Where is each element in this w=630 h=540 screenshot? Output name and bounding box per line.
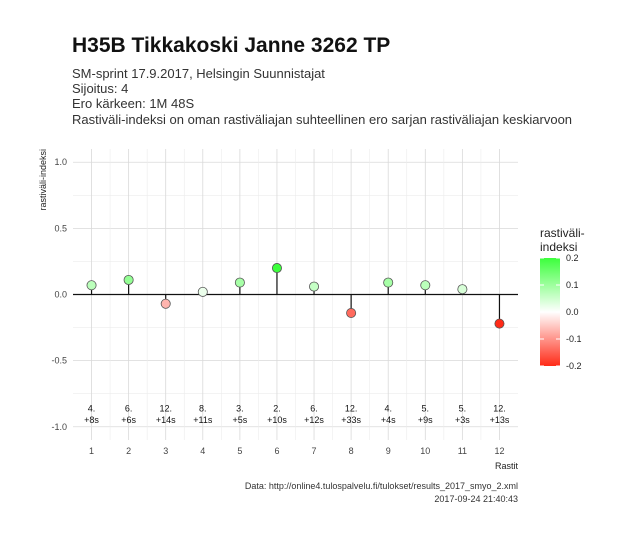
- x-tick-label: 5: [237, 446, 242, 456]
- legend-title-line-2: indeksi: [540, 240, 578, 254]
- x-tick-label: 6: [274, 446, 279, 456]
- y-tick-label: 0.5: [54, 223, 67, 233]
- data-point: [123, 274, 134, 285]
- data-point: [309, 281, 320, 292]
- x-tick-label: 9: [386, 446, 391, 456]
- x-tick-label: 10: [420, 446, 430, 456]
- x-tick-label: 3: [163, 446, 168, 456]
- data-point: [457, 284, 468, 295]
- legend-title-line-1: rastiväli-: [540, 226, 585, 240]
- control-timeloss-label: +13s: [490, 415, 510, 425]
- control-timeloss-label: +12s: [304, 415, 324, 425]
- y-tick-label: 0.0: [54, 290, 67, 300]
- data-point: [420, 280, 431, 291]
- x-axis-title: Rastit: [495, 461, 519, 471]
- control-timeloss-label: +6s: [121, 415, 136, 425]
- data-point: [86, 280, 97, 291]
- y-axis-title: rastiväli-indeksi: [38, 149, 48, 211]
- data-point: [160, 298, 171, 309]
- control-rank-label: 4.: [88, 403, 96, 413]
- control-rank-label: 12.: [159, 403, 172, 413]
- subtitle-description: Rastiväli-indeksi on oman rastiväliajan …: [72, 112, 573, 127]
- subtitle-race: SM-sprint 17.9.2017, Helsingin Suunnista…: [72, 66, 325, 81]
- control-rank-label: 8.: [199, 403, 207, 413]
- control-timeloss-label: +4s: [381, 415, 396, 425]
- legend-title: rastiväli- indeksi: [540, 226, 585, 254]
- control-timeloss-label: +8s: [84, 415, 99, 425]
- legend-tick-label: 0.2: [566, 253, 579, 263]
- control-rank-label: 5.: [459, 403, 467, 413]
- control-rank-label: 6.: [310, 403, 318, 413]
- data-point: [494, 318, 505, 329]
- control-rank-label: 2.: [273, 403, 281, 413]
- control-rank-label: 5.: [422, 403, 430, 413]
- data-point: [346, 308, 357, 319]
- legend-tick-label: -0.2: [566, 361, 582, 371]
- x-tick-label: 12: [494, 446, 504, 456]
- control-rank-label: 12.: [345, 403, 358, 413]
- control-rank-label: 4.: [384, 403, 392, 413]
- x-tick-label: 11: [458, 446, 467, 456]
- control-timeloss-label: +33s: [341, 415, 361, 425]
- x-tick-label: 8: [349, 446, 354, 456]
- data-point: [234, 277, 245, 288]
- x-tick-label: 7: [312, 446, 317, 456]
- y-tick-label: 1.0: [54, 157, 67, 167]
- control-timeloss-label: +14s: [156, 415, 176, 425]
- control-timeloss-label: +3s: [455, 415, 470, 425]
- legend-tick-label: 0.1: [566, 280, 579, 290]
- data-point: [271, 263, 282, 274]
- data-point: [383, 277, 394, 288]
- control-timeloss-label: +11s: [193, 415, 213, 425]
- legend-colorbar: [540, 258, 560, 366]
- control-timeloss-label: +10s: [267, 415, 287, 425]
- control-rank-label: 12.: [493, 403, 506, 413]
- x-tick-label: 4: [200, 446, 205, 456]
- x-tick-label: 2: [126, 446, 131, 456]
- control-rank-label: 3.: [236, 403, 244, 413]
- chart-title: H35B Tikkakoski Janne 3262 TP: [72, 34, 391, 57]
- legend-tick-label: -0.1: [566, 334, 582, 344]
- control-timeloss-label: +5s: [232, 415, 247, 425]
- subtitle-placement: Sijoitus: 4: [72, 81, 129, 96]
- x-tick-label: 1: [89, 446, 94, 456]
- data-source-caption: Data: http://online4.tulospalvelu.fi/tul…: [244, 481, 518, 491]
- y-tick-label: -0.5: [51, 356, 67, 366]
- control-timeloss-label: +9s: [418, 415, 433, 425]
- control-rank-label: 6.: [125, 403, 133, 413]
- subtitle-gap: Ero kärkeen: 1M 48S: [72, 96, 195, 111]
- data-point: [197, 286, 208, 297]
- y-tick-label: -1.0: [51, 422, 67, 432]
- timestamp-caption: 2017-09-24 21:40:43: [434, 494, 518, 504]
- legend-tick-label: 0.0: [566, 307, 579, 317]
